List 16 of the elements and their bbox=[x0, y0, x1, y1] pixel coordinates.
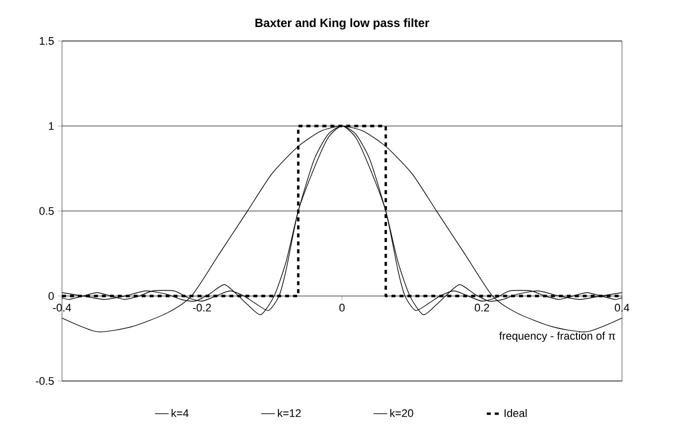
x-tick-label: 0 bbox=[339, 304, 345, 312]
y-tick-label: -0.5 bbox=[36, 377, 54, 385]
legend-label: k=20 bbox=[390, 408, 414, 418]
x-tick-label: -0.4 bbox=[53, 304, 72, 312]
legend-label: Ideal bbox=[504, 408, 527, 418]
legend-label: k=4 bbox=[172, 408, 189, 417]
y-tick-label: 0.5 bbox=[39, 207, 54, 215]
y-tick-label: 1.5 bbox=[40, 37, 54, 45]
y-tick-label: 1 bbox=[48, 122, 54, 130]
legend-label: k=12 bbox=[278, 408, 301, 417]
y-tick-label: 0 bbox=[48, 292, 54, 300]
x-tick-label: -0.2 bbox=[193, 304, 211, 312]
x-tick-label: 0.4 bbox=[614, 304, 630, 312]
x-axis-title: frequency - fraction of π bbox=[499, 332, 616, 342]
x-tick-label: 0.2 bbox=[474, 304, 490, 312]
chart-title: Baxter and King low pass filter bbox=[255, 18, 430, 30]
